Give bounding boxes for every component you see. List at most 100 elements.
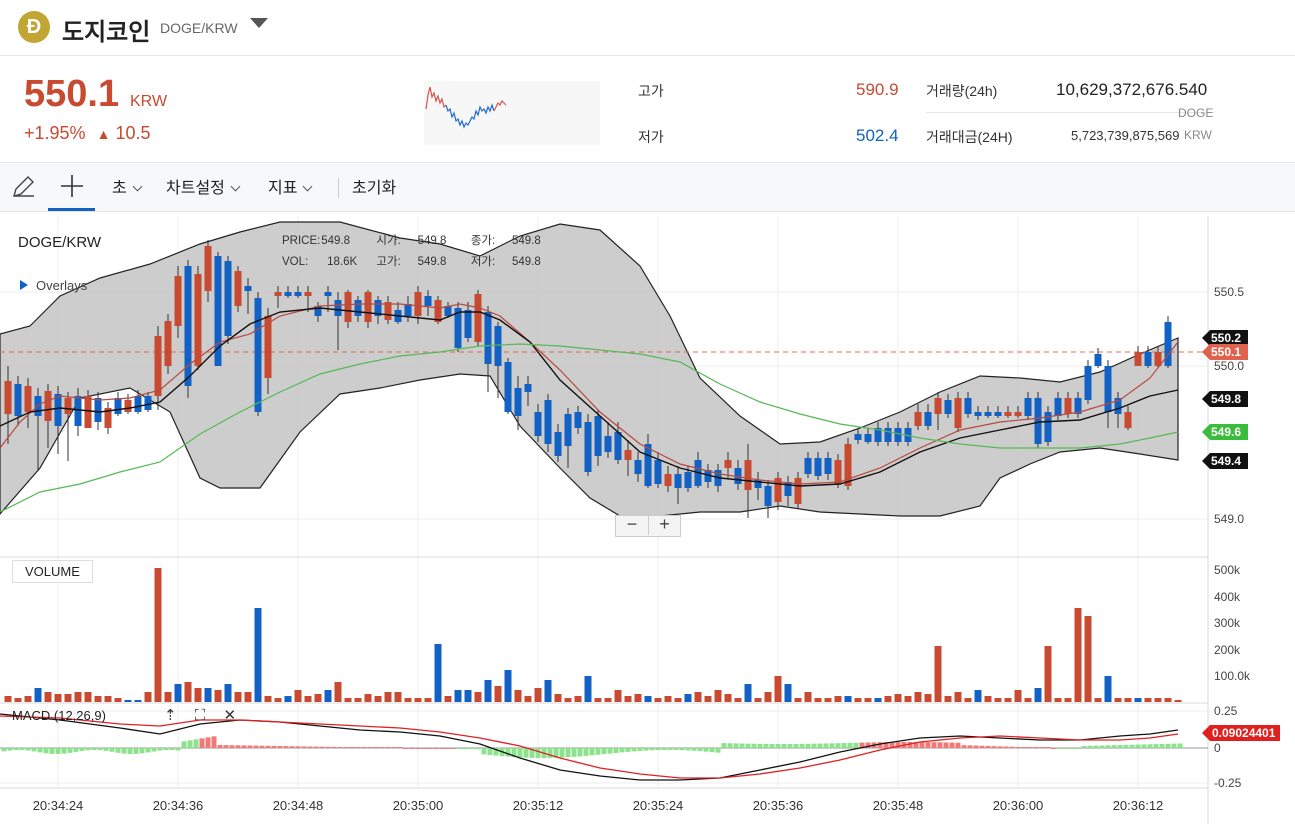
chart-area[interactable]: 20:34:24 20:34:36 20:34:48 20:35:00 20:35:12… [0, 216, 1295, 824]
candle [1044, 412, 1052, 442]
candle [544, 400, 552, 444]
volume-bar [834, 696, 842, 702]
time-axis-label: 20:36:12 [1113, 798, 1164, 813]
macd-histogram-bar [613, 748, 619, 753]
info-price: 549.8 [321, 235, 350, 247]
overlays-toggle[interactable]: Overlays [20, 278, 87, 293]
candle [84, 396, 92, 428]
volume-bar [874, 698, 882, 702]
candle [264, 316, 272, 378]
maximize-icon[interactable]: ⛶ [194, 707, 206, 724]
macd-histogram-bar [73, 748, 79, 752]
candle [604, 436, 612, 452]
candle [314, 306, 322, 316]
reset-button[interactable]: 초기화 [352, 180, 397, 197]
candle [1114, 398, 1122, 414]
candle [244, 286, 252, 291]
volume-bar [54, 694, 62, 702]
volume-bar [1034, 688, 1042, 702]
macd-histogram-bar [991, 746, 997, 748]
macd-histogram-bar [451, 748, 457, 749]
macd-histogram-bar [565, 748, 571, 758]
macd-histogram-bar [61, 748, 67, 754]
macd-histogram-bar [481, 748, 487, 755]
volume-bar [544, 680, 552, 702]
macd-value-badge [1202, 725, 1280, 741]
macd-pane-label: MACD (12,26,9) [12, 708, 106, 723]
macd-histogram-bar [91, 748, 97, 751]
macd-histogram-bar [55, 748, 61, 754]
candle [1074, 398, 1082, 414]
volume-bar [704, 696, 712, 702]
candle [964, 398, 972, 414]
volume-bar [534, 688, 542, 702]
candle [944, 400, 952, 414]
volume-pane-label: VOLUME [12, 560, 93, 583]
macd-histogram-bar [907, 742, 913, 748]
macd-histogram-bar [37, 748, 43, 753]
macd-histogram-bar [367, 747, 373, 748]
info-price-label: PRICE: [282, 235, 321, 247]
ma-short-line [0, 303, 1179, 485]
volume-bar [1084, 616, 1092, 702]
volume-bar [424, 698, 432, 702]
volume-bar [934, 646, 942, 702]
candle [204, 246, 212, 291]
zoom-out-button[interactable]: − [626, 514, 638, 534]
macd-histogram-bar [697, 748, 703, 752]
macd-histogram-bar [829, 743, 835, 748]
volume-bar [334, 682, 342, 702]
volume-bar [264, 696, 272, 702]
chart-settings-dropdown[interactable]: 차트설정 [166, 174, 241, 198]
volume-axis-label: 400k [1214, 590, 1241, 604]
macd-histogram-bar [853, 742, 859, 748]
candle [924, 412, 932, 426]
macd-histogram-bar [355, 747, 361, 748]
candle [1104, 366, 1112, 412]
price-badge-label: 550.1 [1211, 345, 1241, 359]
time-axis-label: 20:36:00 [993, 798, 1044, 813]
macd-histogram-bar [859, 742, 865, 748]
volume-bar [514, 690, 522, 702]
info-high-label: 고가: [376, 256, 401, 268]
macd-histogram-bar [439, 748, 445, 749]
close-icon[interactable]: ✕ [223, 707, 237, 724]
macd-histogram-bar [325, 746, 331, 748]
chart-canvas[interactable]: 20:34:24 20:34:36 20:34:48 20:35:00 20:35:12… [0, 216, 1295, 824]
macd-histogram-bar [79, 748, 85, 751]
macd-histogram-bar [589, 748, 595, 756]
info-close: 549.8 [512, 235, 541, 247]
price-badge [1202, 344, 1248, 360]
macd-histogram-bar [973, 745, 979, 748]
macd-signal-line [0, 715, 1179, 779]
macd-histogram-bar [235, 745, 241, 748]
zoom-in-button[interactable]: + [648, 514, 680, 535]
info-high: 549.8 [417, 256, 447, 268]
candle [834, 460, 842, 484]
macd-histogram-bar [835, 743, 841, 748]
macd-histogram-bar [1135, 744, 1141, 748]
dropdown-icon[interactable] [250, 18, 268, 28]
interval-dropdown[interactable]: 초 [112, 174, 143, 198]
macd-histogram-bar [7, 748, 13, 751]
indicators-dropdown[interactable]: 지표 [268, 174, 313, 198]
macd-histogram-bar [1015, 746, 1021, 748]
candle [134, 396, 142, 412]
volume-axis-label: 500k [1214, 563, 1241, 577]
move-up-icon[interactable]: ⇡ [164, 707, 177, 724]
macd-histogram-bar [1123, 744, 1129, 748]
volume-bar [904, 696, 912, 702]
crosshair-icon[interactable] [60, 174, 84, 203]
macd-histogram-bar [1105, 745, 1111, 748]
change-percent: +1.95% [24, 123, 86, 143]
volume-bar [864, 698, 872, 702]
macd-histogram-bar [751, 743, 757, 748]
macd-histogram-bar [649, 748, 655, 751]
volume-bar [474, 692, 482, 702]
candle [424, 296, 432, 306]
macd-histogram-bar [1117, 745, 1123, 748]
macd-histogram-bar [145, 748, 151, 753]
pencil-icon[interactable] [10, 174, 36, 205]
candle [474, 294, 482, 342]
volume-bar [274, 698, 282, 702]
